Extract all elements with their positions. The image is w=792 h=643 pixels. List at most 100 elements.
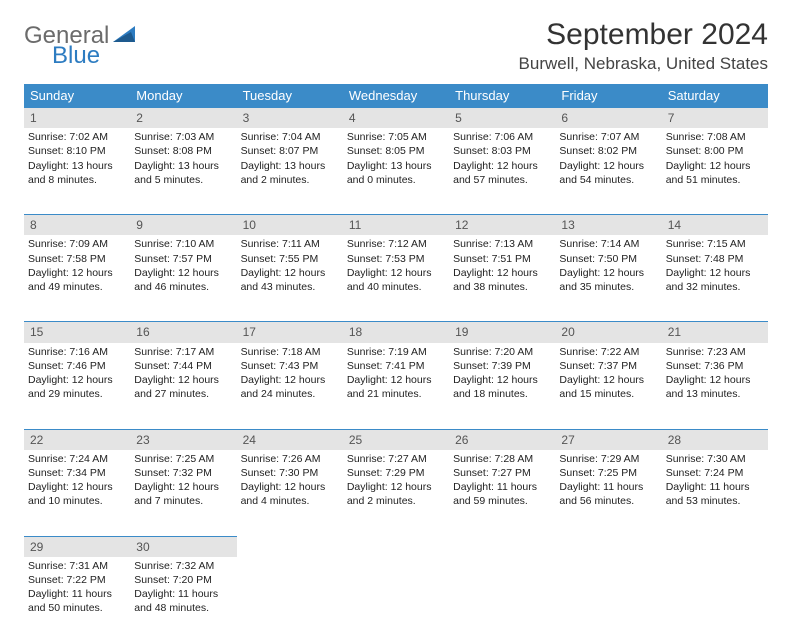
sunrise-text: Sunrise: 7:30 AM — [666, 452, 764, 466]
day-number-row: 22232425262728 — [24, 429, 768, 450]
day-number-cell: 29 — [24, 536, 130, 557]
daylight-text-1: Daylight: 12 hours — [347, 480, 445, 494]
sunset-text: Sunset: 7:48 PM — [666, 252, 764, 266]
weekday-header: Tuesday — [237, 84, 343, 107]
day-number-cell: 21 — [662, 321, 768, 342]
sunrise-text: Sunrise: 7:24 AM — [28, 452, 126, 466]
sunrise-text: Sunrise: 7:11 AM — [241, 237, 339, 251]
day-detail-row: Sunrise: 7:24 AMSunset: 7:34 PMDaylight:… — [24, 450, 768, 536]
sunrise-text: Sunrise: 7:04 AM — [241, 130, 339, 144]
sunset-text: Sunset: 7:27 PM — [453, 466, 551, 480]
daylight-text-2: and 13 minutes. — [666, 387, 764, 401]
sunrise-text: Sunrise: 7:29 AM — [559, 452, 657, 466]
day-detail-cell: Sunrise: 7:06 AMSunset: 8:03 PMDaylight:… — [449, 128, 555, 214]
day-detail-cell: Sunrise: 7:20 AMSunset: 7:39 PMDaylight:… — [449, 343, 555, 429]
daylight-text-2: and 59 minutes. — [453, 494, 551, 508]
daylight-text-1: Daylight: 13 hours — [134, 159, 232, 173]
daylight-text-2: and 43 minutes. — [241, 280, 339, 294]
day-number-cell: 28 — [662, 429, 768, 450]
daylight-text-1: Daylight: 12 hours — [134, 480, 232, 494]
day-number-cell — [555, 536, 661, 557]
sunrise-text: Sunrise: 7:03 AM — [134, 130, 232, 144]
sunrise-text: Sunrise: 7:16 AM — [28, 345, 126, 359]
sunrise-text: Sunrise: 7:07 AM — [559, 130, 657, 144]
sunrise-text: Sunrise: 7:20 AM — [453, 345, 551, 359]
sunrise-text: Sunrise: 7:06 AM — [453, 130, 551, 144]
sunrise-text: Sunrise: 7:26 AM — [241, 452, 339, 466]
sunrise-text: Sunrise: 7:08 AM — [666, 130, 764, 144]
sunset-text: Sunset: 7:36 PM — [666, 359, 764, 373]
daylight-text-2: and 18 minutes. — [453, 387, 551, 401]
daylight-text-1: Daylight: 12 hours — [241, 480, 339, 494]
sunrise-text: Sunrise: 7:22 AM — [559, 345, 657, 359]
sunrise-text: Sunrise: 7:13 AM — [453, 237, 551, 251]
daylight-text-2: and 48 minutes. — [134, 601, 232, 615]
sunrise-text: Sunrise: 7:14 AM — [559, 237, 657, 251]
day-number-cell: 17 — [237, 321, 343, 342]
day-detail-cell: Sunrise: 7:13 AMSunset: 7:51 PMDaylight:… — [449, 235, 555, 321]
day-detail-cell: Sunrise: 7:32 AMSunset: 7:20 PMDaylight:… — [130, 557, 236, 643]
daylight-text-1: Daylight: 12 hours — [347, 266, 445, 280]
daylight-text-2: and 57 minutes. — [453, 173, 551, 187]
day-detail-cell: Sunrise: 7:22 AMSunset: 7:37 PMDaylight:… — [555, 343, 661, 429]
day-detail-cell: Sunrise: 7:04 AMSunset: 8:07 PMDaylight:… — [237, 128, 343, 214]
title-block: September 2024 Burwell, Nebraska, United… — [519, 18, 768, 74]
daylight-text-1: Daylight: 13 hours — [241, 159, 339, 173]
daylight-text-1: Daylight: 11 hours — [134, 587, 232, 601]
day-number-cell: 15 — [24, 321, 130, 342]
sunset-text: Sunset: 7:55 PM — [241, 252, 339, 266]
sunset-text: Sunset: 7:32 PM — [134, 466, 232, 480]
sunrise-text: Sunrise: 7:12 AM — [347, 237, 445, 251]
daylight-text-2: and 5 minutes. — [134, 173, 232, 187]
daylight-text-2: and 24 minutes. — [241, 387, 339, 401]
daylight-text-1: Daylight: 12 hours — [28, 480, 126, 494]
daylight-text-1: Daylight: 12 hours — [666, 266, 764, 280]
day-detail-cell: Sunrise: 7:25 AMSunset: 7:32 PMDaylight:… — [130, 450, 236, 536]
day-number-cell: 18 — [343, 321, 449, 342]
day-detail-cell: Sunrise: 7:07 AMSunset: 8:02 PMDaylight:… — [555, 128, 661, 214]
weekday-header: Thursday — [449, 84, 555, 107]
sunrise-text: Sunrise: 7:09 AM — [28, 237, 126, 251]
day-number-row: 1234567 — [24, 107, 768, 128]
sunset-text: Sunset: 8:08 PM — [134, 144, 232, 158]
day-detail-cell: Sunrise: 7:28 AMSunset: 7:27 PMDaylight:… — [449, 450, 555, 536]
day-detail-cell: Sunrise: 7:12 AMSunset: 7:53 PMDaylight:… — [343, 235, 449, 321]
sunrise-text: Sunrise: 7:17 AM — [134, 345, 232, 359]
day-detail-cell: Sunrise: 7:15 AMSunset: 7:48 PMDaylight:… — [662, 235, 768, 321]
daylight-text-2: and 46 minutes. — [134, 280, 232, 294]
day-detail-cell: Sunrise: 7:17 AMSunset: 7:44 PMDaylight:… — [130, 343, 236, 429]
sunrise-text: Sunrise: 7:23 AM — [666, 345, 764, 359]
sunset-text: Sunset: 8:05 PM — [347, 144, 445, 158]
day-number-cell: 5 — [449, 107, 555, 128]
daylight-text-1: Daylight: 12 hours — [559, 266, 657, 280]
day-number-cell: 13 — [555, 214, 661, 235]
day-number-cell: 16 — [130, 321, 236, 342]
day-detail-row: Sunrise: 7:31 AMSunset: 7:22 PMDaylight:… — [24, 557, 768, 643]
day-number-cell: 2 — [130, 107, 236, 128]
day-number-cell: 7 — [662, 107, 768, 128]
sunset-text: Sunset: 7:51 PM — [453, 252, 551, 266]
daylight-text-1: Daylight: 12 hours — [134, 266, 232, 280]
weekday-header: Wednesday — [343, 84, 449, 107]
daylight-text-2: and 35 minutes. — [559, 280, 657, 294]
sunset-text: Sunset: 8:00 PM — [666, 144, 764, 158]
day-detail-cell — [343, 557, 449, 643]
day-detail-cell: Sunrise: 7:16 AMSunset: 7:46 PMDaylight:… — [24, 343, 130, 429]
day-number-cell: 9 — [130, 214, 236, 235]
daylight-text-1: Daylight: 12 hours — [559, 373, 657, 387]
daylight-text-2: and 27 minutes. — [134, 387, 232, 401]
day-detail-cell: Sunrise: 7:31 AMSunset: 7:22 PMDaylight:… — [24, 557, 130, 643]
daylight-text-2: and 0 minutes. — [347, 173, 445, 187]
sunset-text: Sunset: 7:39 PM — [453, 359, 551, 373]
daylight-text-2: and 29 minutes. — [28, 387, 126, 401]
daylight-text-2: and 40 minutes. — [347, 280, 445, 294]
brand-logo: General Blue — [24, 24, 139, 68]
calendar-table: Sunday Monday Tuesday Wednesday Thursday… — [24, 84, 768, 643]
daylight-text-1: Daylight: 11 hours — [28, 587, 126, 601]
day-detail-cell: Sunrise: 7:18 AMSunset: 7:43 PMDaylight:… — [237, 343, 343, 429]
sunset-text: Sunset: 7:46 PM — [28, 359, 126, 373]
logo-text-block: General Blue — [24, 24, 109, 68]
day-number-cell: 26 — [449, 429, 555, 450]
daylight-text-2: and 49 minutes. — [28, 280, 126, 294]
sunset-text: Sunset: 7:41 PM — [347, 359, 445, 373]
